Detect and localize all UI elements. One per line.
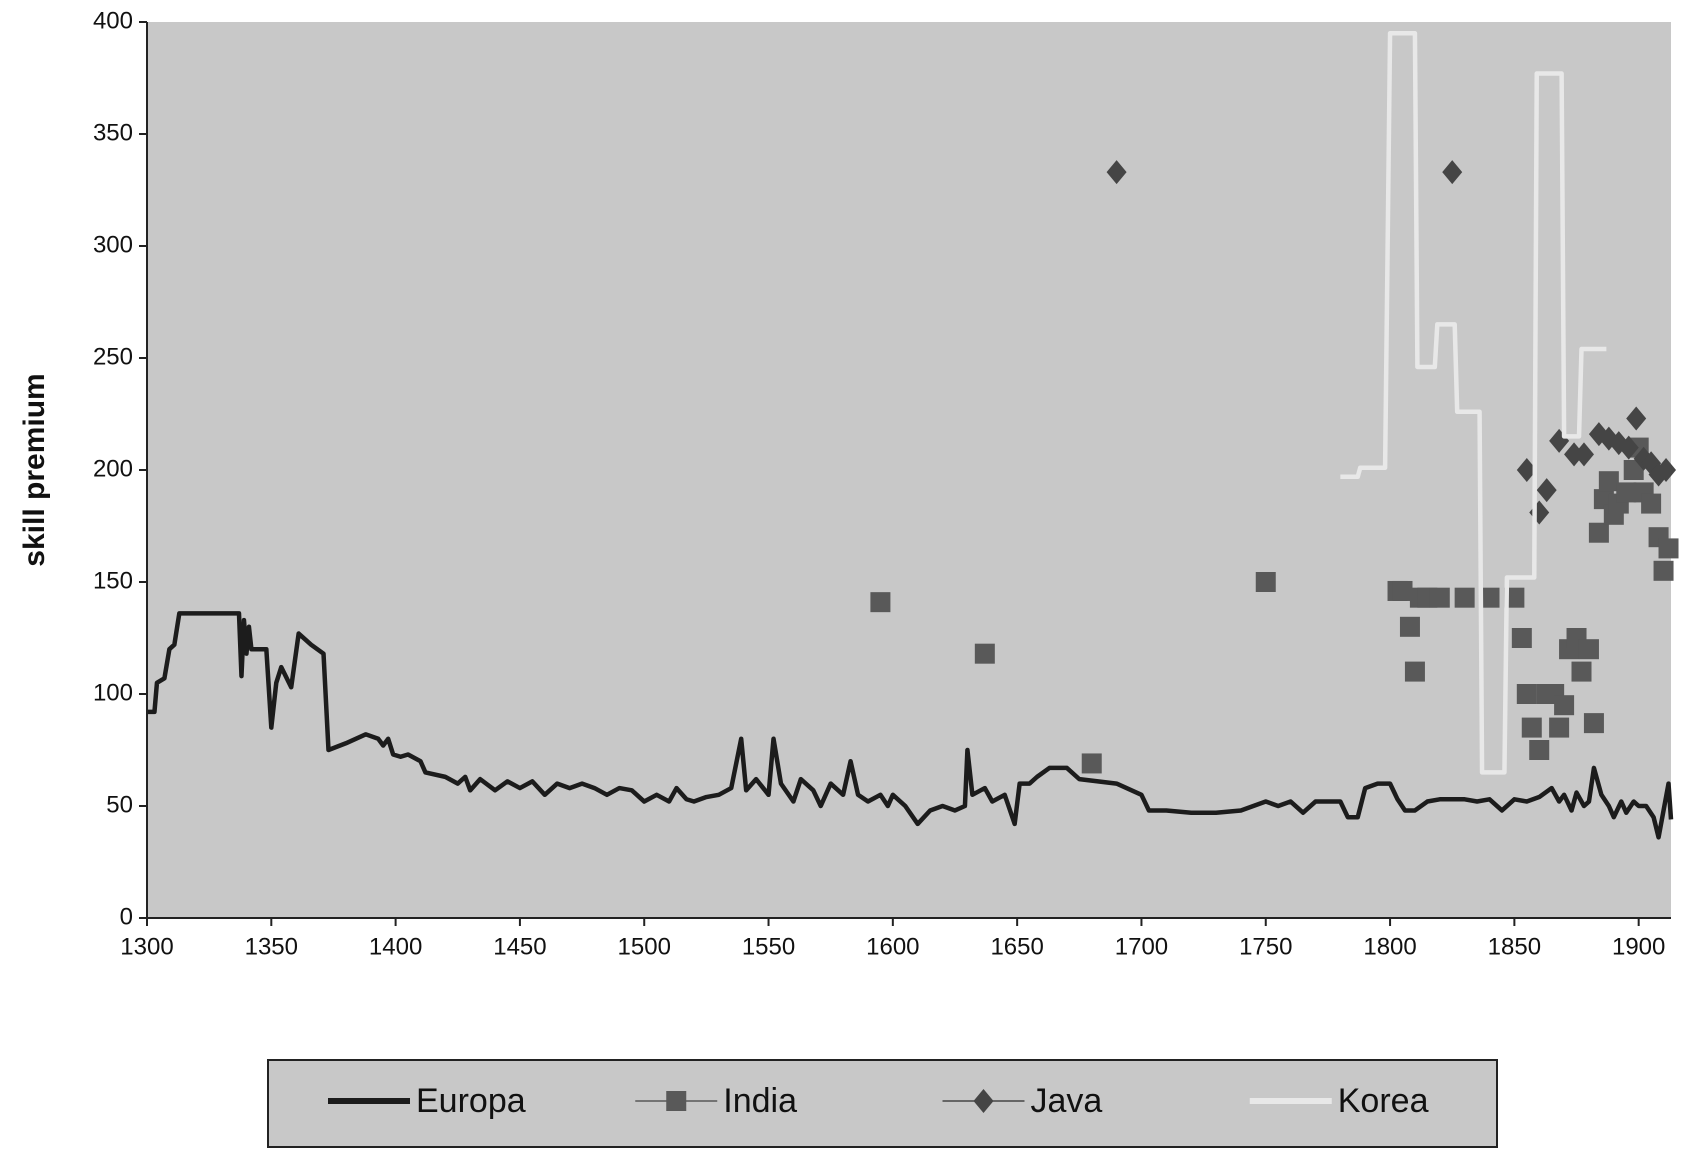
x-tick-label: 1800	[1363, 933, 1416, 960]
data-point	[1106, 160, 1127, 185]
legend-label: Java	[1031, 1082, 1103, 1120]
x-tick-label: 1850	[1488, 933, 1541, 960]
y-axis-label: skill premium	[18, 373, 51, 566]
data-point	[1571, 661, 1592, 682]
x-tick-label: 1650	[990, 933, 1043, 960]
y-tick-label: 150	[93, 567, 133, 594]
series-line	[147, 611, 1674, 840]
y-tick-label: 0	[120, 903, 133, 930]
data-point	[1255, 572, 1276, 592]
data-point	[1442, 160, 1463, 185]
data-point	[1529, 740, 1550, 760]
legend-marker	[666, 1091, 687, 1111]
data-point	[1616, 482, 1637, 503]
data-point	[1656, 458, 1677, 482]
data-point	[1573, 442, 1594, 467]
x-tick-label: 1350	[245, 933, 298, 960]
data-point	[1583, 713, 1604, 734]
data-point	[1521, 717, 1542, 738]
legend-label: Europa	[416, 1082, 526, 1120]
data-point	[1623, 460, 1644, 480]
plot-background	[147, 22, 1671, 918]
legend-label: India	[723, 1082, 797, 1120]
data-point	[1536, 478, 1557, 503]
x-tick-label: 1450	[493, 933, 546, 960]
data-point	[1549, 717, 1570, 738]
legend-marker	[973, 1089, 994, 1113]
data-point	[1404, 661, 1425, 682]
x-tick-label: 1750	[1239, 933, 1292, 960]
data-point	[1588, 522, 1609, 543]
data-point	[1516, 684, 1537, 704]
y-tick-label: 250	[93, 343, 133, 370]
data-point	[1641, 493, 1662, 514]
x-tick-label: 1550	[742, 933, 795, 960]
data-point	[1653, 560, 1674, 581]
x-tick-label: 1700	[1115, 933, 1168, 960]
y-tick-label: 100	[93, 679, 133, 706]
legend-label: Korea	[1338, 1082, 1429, 1120]
y-tick-label: 400	[93, 7, 133, 34]
x-tick-label: 1900	[1612, 933, 1665, 960]
x-tick-label: 1300	[120, 933, 173, 960]
y-tick-label: 50	[106, 791, 133, 818]
series-line	[1340, 30, 1607, 775]
data-point	[974, 643, 995, 664]
data-point	[1479, 587, 1500, 608]
y-tick-label: 300	[93, 231, 133, 258]
x-tick-label: 1500	[618, 933, 671, 960]
data-point	[1504, 587, 1525, 608]
data-point	[1626, 406, 1647, 431]
data-point	[1598, 471, 1619, 492]
data-point	[1554, 695, 1575, 716]
data-point	[1511, 628, 1532, 648]
y-tick-label: 350	[93, 119, 133, 146]
data-point	[1399, 616, 1420, 637]
data-point	[870, 592, 891, 613]
y-tick-label: 200	[93, 455, 133, 482]
data-point	[1429, 587, 1450, 608]
x-tick-label: 1400	[369, 933, 422, 960]
data-point	[1516, 458, 1537, 482]
data-point	[1081, 753, 1102, 774]
data-point	[1392, 580, 1413, 601]
x-tick-label: 1600	[866, 933, 919, 960]
data-point	[1578, 639, 1599, 660]
data-point	[1658, 538, 1679, 559]
data-point	[1454, 587, 1475, 608]
data-point	[1618, 435, 1639, 460]
